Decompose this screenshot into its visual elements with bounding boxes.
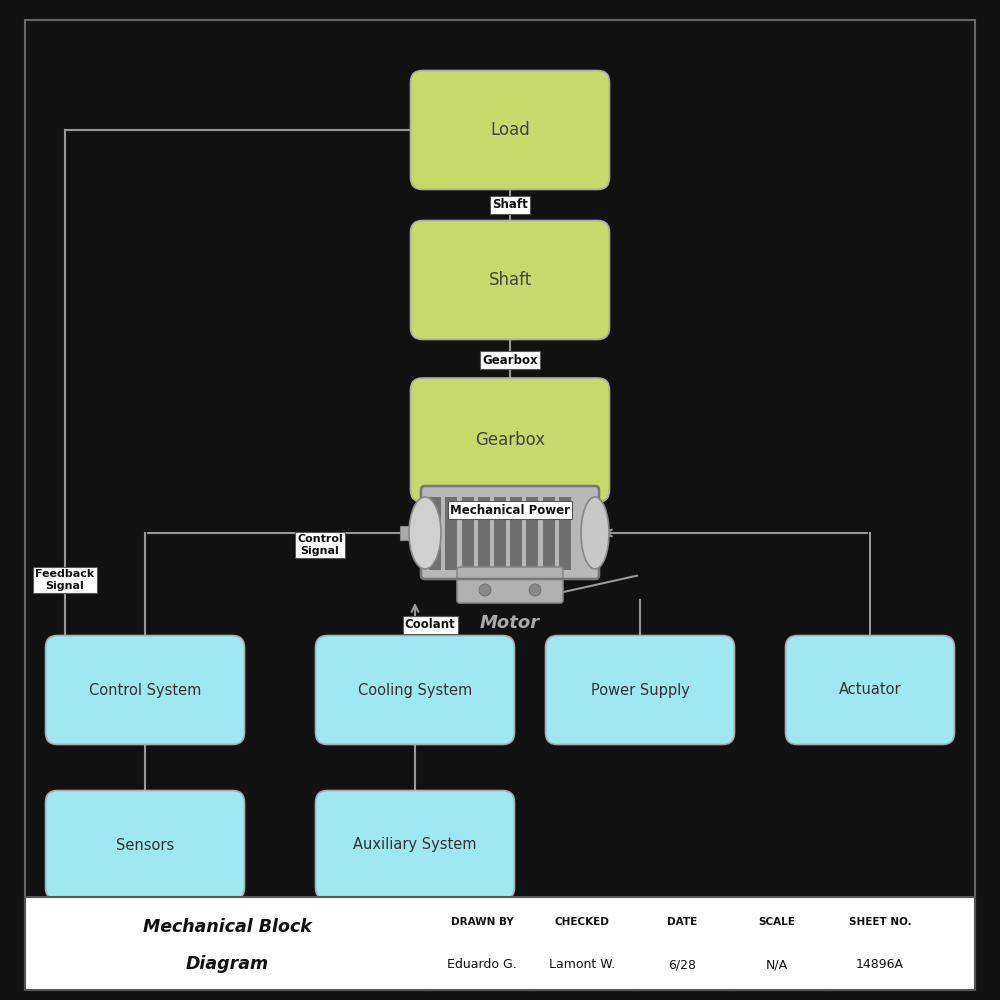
Text: SHEET NO.: SHEET NO. (849, 917, 911, 927)
Text: Control
Signal: Control Signal (297, 534, 343, 556)
Text: 6/28: 6/28 (668, 958, 696, 972)
Text: DATE: DATE (667, 917, 697, 927)
Bar (494, 497, 506, 570)
Text: Cooling System: Cooling System (358, 682, 472, 698)
Text: DRAWN BY: DRAWN BY (451, 917, 513, 927)
Text: Motor: Motor (480, 614, 540, 632)
Text: Power Supply: Power Supply (591, 682, 689, 698)
Bar (526, 497, 538, 570)
Ellipse shape (479, 584, 491, 596)
FancyBboxPatch shape (316, 636, 514, 744)
Ellipse shape (409, 497, 441, 569)
Text: CHECKED: CHECKED (555, 917, 609, 927)
FancyBboxPatch shape (411, 221, 609, 340)
Bar (543, 497, 555, 570)
Bar (510, 497, 522, 570)
Text: Coolant: Coolant (405, 618, 455, 632)
Text: Shaft: Shaft (488, 271, 532, 289)
Bar (478, 497, 490, 570)
FancyBboxPatch shape (546, 636, 734, 744)
FancyBboxPatch shape (421, 486, 599, 579)
Ellipse shape (581, 497, 609, 569)
Text: SCALE: SCALE (759, 917, 795, 927)
Text: Mechanical Power: Mechanical Power (450, 504, 570, 516)
FancyBboxPatch shape (411, 378, 609, 502)
FancyBboxPatch shape (457, 567, 563, 603)
Bar (445, 497, 457, 570)
Bar (400, 526, 428, 540)
FancyBboxPatch shape (316, 790, 514, 900)
Text: Shaft: Shaft (492, 198, 528, 212)
Text: Mechanical Block: Mechanical Block (143, 918, 311, 936)
Text: Auxiliary System: Auxiliary System (353, 838, 477, 852)
Text: Load: Load (490, 121, 530, 139)
Text: Actuator: Actuator (839, 682, 901, 698)
Bar (559, 497, 571, 570)
Ellipse shape (529, 584, 541, 596)
FancyBboxPatch shape (46, 636, 244, 744)
Text: N/A: N/A (766, 958, 788, 972)
Text: Sensors: Sensors (116, 838, 174, 852)
Text: Feedback
Signal: Feedback Signal (35, 569, 95, 591)
FancyBboxPatch shape (786, 636, 954, 744)
Text: Eduardo G.: Eduardo G. (447, 958, 517, 972)
Text: Gearbox: Gearbox (482, 354, 538, 366)
Text: Lamont W.: Lamont W. (549, 958, 615, 972)
Text: Gearbox: Gearbox (475, 431, 545, 449)
FancyBboxPatch shape (46, 790, 244, 900)
Text: Control System: Control System (89, 682, 201, 698)
Text: 14896A: 14896A (856, 958, 904, 972)
Text: Diagram: Diagram (185, 955, 269, 973)
Bar (429, 497, 441, 570)
Bar (462, 497, 474, 570)
FancyBboxPatch shape (411, 70, 609, 190)
Bar (25, 897, 975, 990)
